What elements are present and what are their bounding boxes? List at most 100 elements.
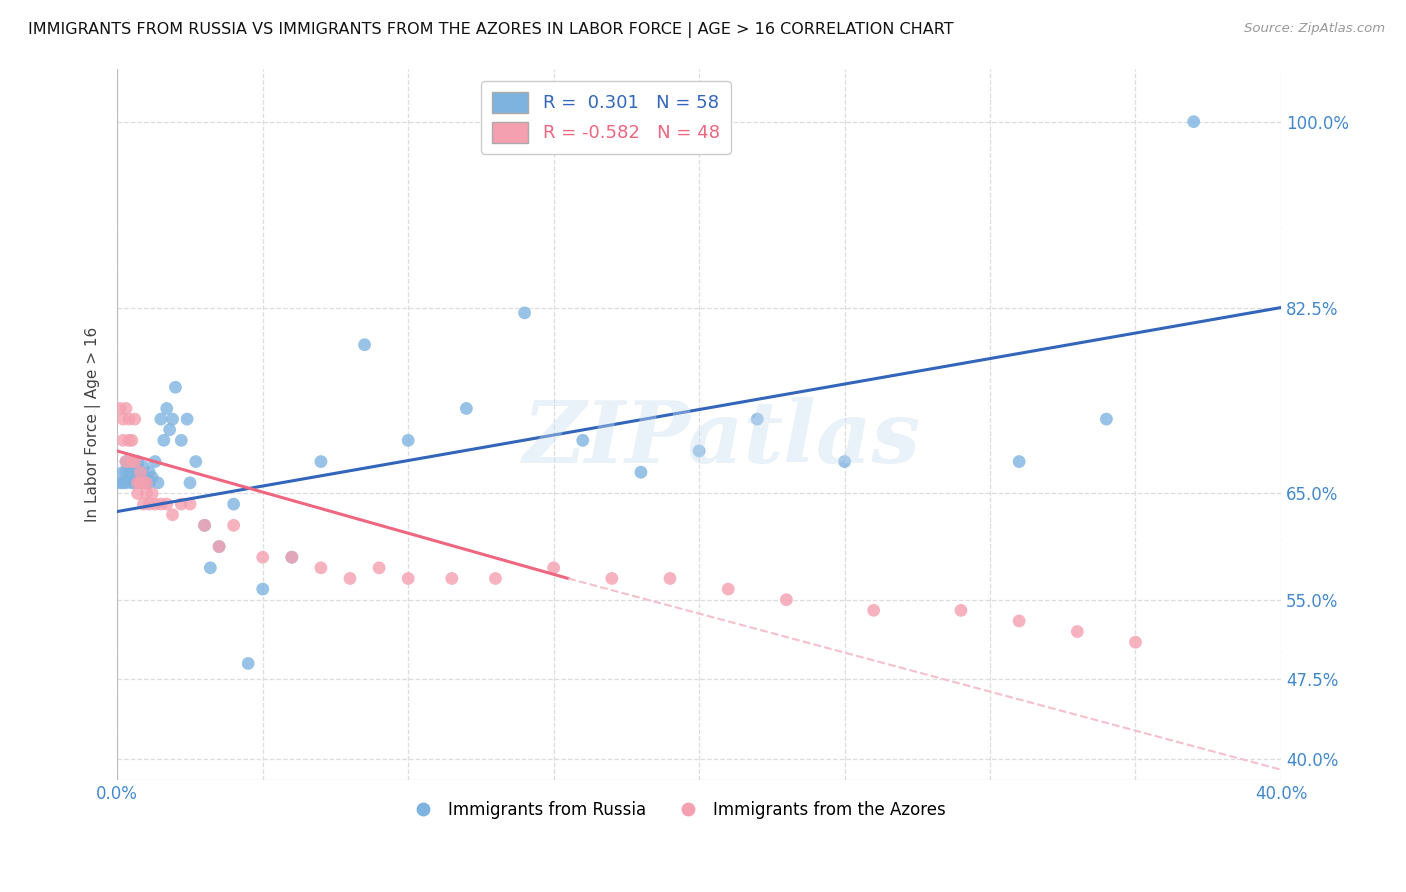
Point <box>717 582 740 596</box>
Point <box>108 475 131 490</box>
Point <box>121 465 143 479</box>
Point <box>124 465 146 479</box>
Point <box>124 412 146 426</box>
Point <box>146 475 169 490</box>
Text: ZIPatlas: ZIPatlas <box>523 397 921 481</box>
Point <box>456 401 478 416</box>
Point <box>112 475 135 490</box>
Point <box>159 423 181 437</box>
Point <box>368 561 391 575</box>
Point <box>129 475 152 490</box>
Point <box>115 401 138 416</box>
Point <box>121 475 143 490</box>
Point <box>135 475 157 490</box>
Point <box>141 470 163 484</box>
Point <box>193 518 215 533</box>
Point <box>138 497 160 511</box>
Point <box>132 497 155 511</box>
Point <box>440 571 463 585</box>
Point <box>124 475 146 490</box>
Point <box>208 540 231 554</box>
Point <box>149 412 172 426</box>
Point <box>193 518 215 533</box>
Point <box>129 465 152 479</box>
Point <box>1182 114 1205 128</box>
Point <box>1008 454 1031 468</box>
Point <box>129 465 152 479</box>
Point <box>309 454 332 468</box>
Point <box>118 459 141 474</box>
Point <box>396 434 419 448</box>
Point <box>149 497 172 511</box>
Point <box>630 465 652 479</box>
Text: Source: ZipAtlas.com: Source: ZipAtlas.com <box>1244 22 1385 36</box>
Y-axis label: In Labor Force | Age > 16: In Labor Force | Age > 16 <box>86 326 101 522</box>
Point <box>949 603 972 617</box>
Point <box>281 550 304 565</box>
Point <box>118 434 141 448</box>
Point <box>138 465 160 479</box>
Point <box>124 454 146 468</box>
Point <box>143 454 166 468</box>
Point <box>862 603 884 617</box>
Point <box>162 412 184 426</box>
Point <box>135 470 157 484</box>
Point <box>127 470 149 484</box>
Point <box>118 470 141 484</box>
Point <box>132 475 155 490</box>
Point <box>153 434 176 448</box>
Point <box>834 454 856 468</box>
Point <box>659 571 682 585</box>
Point <box>513 306 536 320</box>
Point <box>1125 635 1147 649</box>
Point <box>108 401 131 416</box>
Point <box>141 486 163 500</box>
Point <box>353 337 375 351</box>
Point <box>115 454 138 468</box>
Point <box>184 454 207 468</box>
Point <box>118 465 141 479</box>
Point <box>132 459 155 474</box>
Point <box>127 486 149 500</box>
Point <box>600 571 623 585</box>
Point <box>138 475 160 490</box>
Point <box>118 412 141 426</box>
Point <box>121 454 143 468</box>
Point <box>339 571 361 585</box>
Point <box>179 475 201 490</box>
Point <box>115 475 138 490</box>
Point <box>132 475 155 490</box>
Point <box>156 401 179 416</box>
Point <box>1066 624 1088 639</box>
Point <box>129 475 152 490</box>
Point <box>170 497 193 511</box>
Point <box>222 497 245 511</box>
Point <box>127 459 149 474</box>
Point <box>170 434 193 448</box>
Point <box>156 497 179 511</box>
Point <box>200 561 222 575</box>
Point <box>127 475 149 490</box>
Point <box>775 592 797 607</box>
Point <box>176 412 198 426</box>
Point <box>309 561 332 575</box>
Point <box>396 571 419 585</box>
Point <box>162 508 184 522</box>
Point <box>1095 412 1118 426</box>
Point <box>112 434 135 448</box>
Point <box>747 412 769 426</box>
Point <box>543 561 565 575</box>
Legend: Immigrants from Russia, Immigrants from the Azores: Immigrants from Russia, Immigrants from … <box>399 794 952 825</box>
Point <box>571 434 593 448</box>
Point <box>484 571 506 585</box>
Point <box>165 380 187 394</box>
Point <box>143 497 166 511</box>
Point <box>179 497 201 511</box>
Point <box>112 465 135 479</box>
Point <box>252 550 274 565</box>
Point <box>115 465 138 479</box>
Point <box>1008 614 1031 628</box>
Point <box>688 444 710 458</box>
Point <box>115 454 138 468</box>
Point <box>135 475 157 490</box>
